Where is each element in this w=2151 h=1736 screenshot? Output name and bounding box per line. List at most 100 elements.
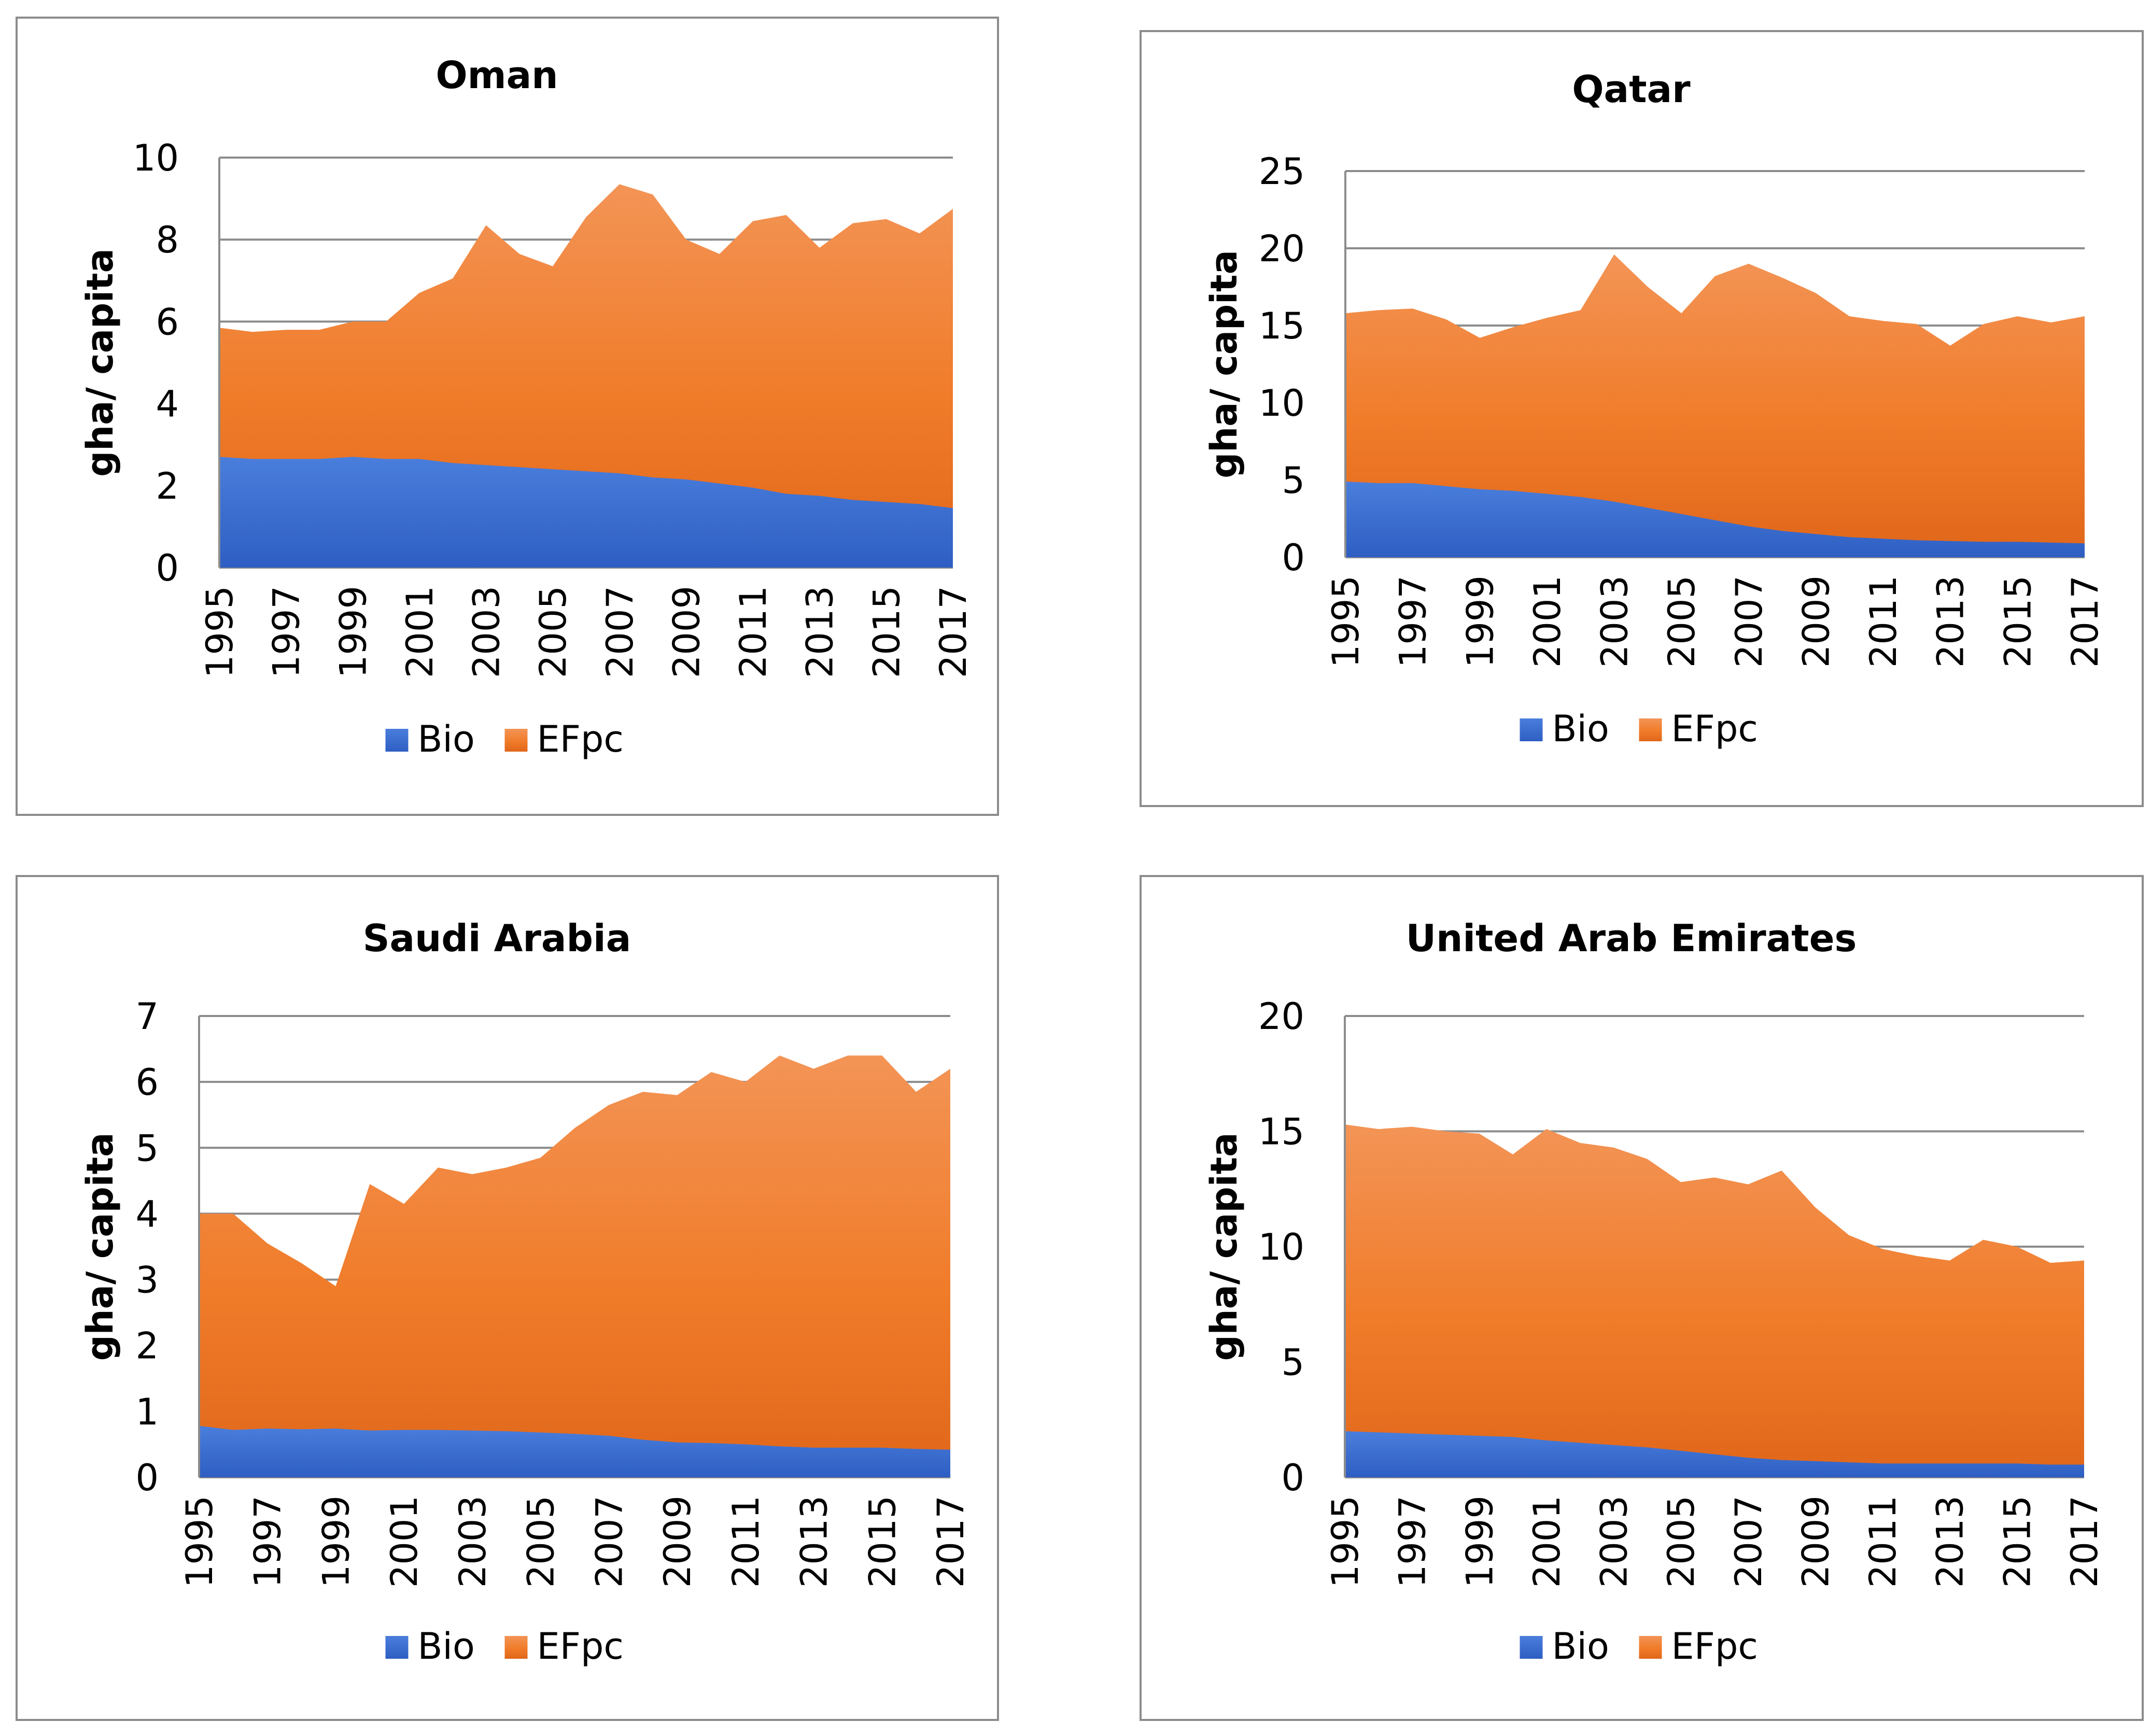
- x-tick-label: 2001: [399, 586, 441, 678]
- x-tick-label: 1999: [1459, 575, 1501, 668]
- y-tick-label: 3: [135, 1259, 159, 1302]
- x-tick-label: 2009: [656, 1495, 699, 1588]
- x-tick-label: 1995: [1324, 1495, 1367, 1588]
- y-tick-label: 10: [1258, 1226, 1304, 1268]
- legend-label-efpc: EFpc: [537, 1625, 624, 1668]
- x-tick-label: 2001: [1526, 575, 1569, 668]
- x-tick-label: 1999: [332, 586, 374, 678]
- legend: Bio EFpc: [385, 718, 624, 760]
- legend-swatch-bio: [385, 729, 409, 752]
- x-tick-label: 1997: [1391, 1495, 1434, 1588]
- x-tick-label: 2003: [452, 1495, 494, 1588]
- y-tick-label: 1: [135, 1391, 159, 1433]
- y-tick-label: 5: [1281, 1342, 1304, 1384]
- series-area-bio: [219, 457, 953, 568]
- y-axis-title: gha/ capita: [1203, 250, 1245, 478]
- y-tick-label: 2: [135, 1325, 159, 1367]
- x-tick-label: 2017: [2064, 575, 2106, 668]
- x-tick-label: 1995: [178, 1495, 221, 1588]
- x-tick-label: 1999: [315, 1495, 357, 1588]
- y-tick-label: 5: [1282, 459, 1305, 502]
- x-tick-label: 2017: [932, 586, 975, 678]
- chart-panel-1: Qatar 0 5 10 15 20 25 1995 1997 1999 2001 2003 2005 2…: [1140, 30, 2144, 807]
- y-tick-label: 0: [156, 547, 179, 589]
- x-tick-label: 2005: [532, 586, 574, 678]
- x-tick-label: 2015: [861, 1495, 904, 1588]
- series-area-efpc: [1345, 1124, 2084, 1477]
- legend-swatch-efpc: [504, 729, 528, 752]
- legend-label-bio: Bio: [418, 1625, 475, 1668]
- x-tick-label: 2003: [1594, 575, 1636, 668]
- chart-panel-3: United Arab Emirates 0 5 10 15 20 1995 1997 1999…: [1140, 875, 2144, 1721]
- x-tick-label: 2009: [665, 586, 708, 678]
- x-tick-label: 1997: [247, 1495, 289, 1588]
- y-axis-title: gha/ capita: [1203, 1133, 1245, 1361]
- x-tick-label: 2013: [1930, 575, 1972, 668]
- legend: Bio EFpc: [1520, 708, 1758, 750]
- x-tick-label: 2005: [520, 1495, 563, 1588]
- y-tick-label: 25: [1259, 150, 1305, 193]
- x-tick-label: 2011: [1862, 1495, 1904, 1588]
- legend-swatch-efpc: [1639, 718, 1662, 741]
- y-tick-label: 10: [1259, 382, 1305, 425]
- y-tick-label: 4: [135, 1193, 159, 1235]
- x-tick-label: 2015: [865, 586, 908, 678]
- x-tick-label: 1997: [1392, 575, 1435, 668]
- x-tick-label: 2005: [1660, 1495, 1703, 1588]
- chart-title: Saudi Arabia: [363, 916, 631, 960]
- y-tick-label: 15: [1259, 305, 1305, 347]
- y-tick-label: 6: [156, 301, 179, 343]
- x-tick-label: 2003: [466, 586, 508, 678]
- x-tick-label: 2015: [1996, 1495, 2038, 1588]
- y-tick-label: 10: [133, 137, 179, 179]
- y-tick-label: 15: [1258, 1111, 1304, 1153]
- y-tick-label: 2: [156, 465, 179, 507]
- legend-swatch-bio: [385, 1636, 409, 1659]
- series-area-bio: [1345, 482, 2085, 557]
- y-tick-label: 0: [1281, 1457, 1304, 1499]
- legend-label-efpc: EFpc: [1671, 708, 1758, 750]
- y-tick-label: 0: [1282, 537, 1305, 579]
- legend-swatch-bio: [1520, 718, 1543, 741]
- y-tick-label: 0: [135, 1457, 159, 1499]
- legend-label-efpc: EFpc: [537, 718, 624, 760]
- x-tick-label: 2013: [1929, 1495, 1972, 1588]
- chart-title: Oman: [435, 53, 558, 97]
- x-tick-label: 1997: [265, 586, 308, 678]
- y-tick-label: 5: [135, 1127, 159, 1169]
- legend-label-bio: Bio: [418, 718, 475, 760]
- y-axis-title: gha/ capita: [79, 248, 121, 477]
- x-tick-label: 1995: [1325, 575, 1367, 668]
- y-tick-label: 20: [1259, 228, 1305, 270]
- x-tick-label: 2007: [1728, 575, 1770, 668]
- legend-swatch-efpc: [504, 1636, 528, 1659]
- chart-title: United Arab Emirates: [1406, 916, 1857, 960]
- x-tick-label: 2001: [383, 1495, 426, 1588]
- x-tick-label: 2001: [1526, 1495, 1568, 1588]
- x-tick-label: 1995: [199, 586, 241, 678]
- x-tick-label: 2011: [1862, 575, 1905, 668]
- chart-panel-2: Saudi Arabia 0 1 2 3 4 5 6 7 1995 1997 1999 2001 2003…: [16, 875, 999, 1721]
- x-tick-label: 2003: [1593, 1495, 1636, 1588]
- y-tick-label: 20: [1258, 995, 1304, 1038]
- legend: Bio EFpc: [385, 1625, 624, 1668]
- y-tick-label: 7: [135, 995, 159, 1038]
- y-tick-label: 4: [156, 383, 179, 426]
- x-tick-label: 2013: [799, 586, 841, 678]
- x-tick-label: 2011: [725, 1495, 767, 1588]
- series-area-bio: [199, 1426, 950, 1477]
- legend-swatch-bio: [1520, 1636, 1543, 1659]
- y-tick-label: 8: [156, 219, 179, 261]
- chart-panel-0: Oman 0 2 4 6 8 10 1995 1997 1999 2001 2003 2005 2007 2…: [16, 17, 999, 816]
- chart-title: Qatar: [1572, 67, 1691, 111]
- x-tick-label: 2007: [1727, 1495, 1770, 1588]
- series-area-efpc: [1345, 254, 2085, 557]
- x-tick-label: 2009: [1794, 1495, 1837, 1588]
- legend-label-bio: Bio: [1552, 1625, 1609, 1668]
- legend-label-efpc: EFpc: [1671, 1625, 1758, 1668]
- series-area-bio: [1345, 1431, 2084, 1477]
- x-tick-label: 2017: [930, 1495, 972, 1588]
- series-area-efpc: [199, 1055, 950, 1477]
- x-tick-label: 2013: [793, 1495, 836, 1588]
